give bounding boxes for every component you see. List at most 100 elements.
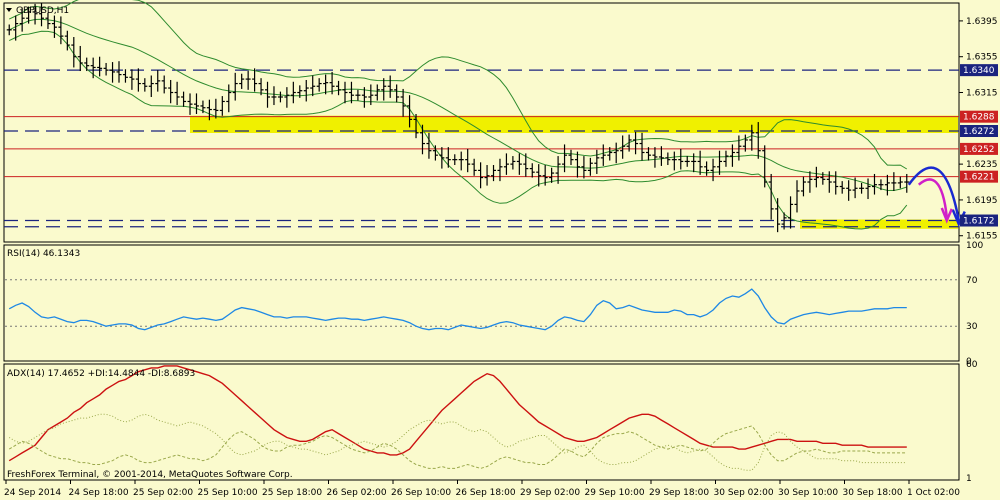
ohlc-bar [219, 96, 225, 116]
ohlc-bar [277, 91, 283, 103]
ohlc-bar [19, 7, 25, 32]
price-label-badge [960, 110, 998, 123]
ohlc-bar [187, 93, 193, 115]
ohlc-bar [736, 135, 742, 161]
ohlc-bar [800, 176, 806, 197]
ohlc-bar [833, 171, 839, 195]
price-label-text: 1.6272 [963, 127, 995, 137]
ohlc-bar [97, 56, 103, 77]
ohlc-bar [77, 45, 83, 72]
ohlc-bar [51, 15, 57, 38]
ohlc-bar [290, 81, 296, 104]
ohlc-bar [529, 163, 535, 178]
ohlc-bar [394, 84, 400, 103]
ohlc-bar [587, 157, 593, 176]
ohlc-bar [639, 132, 645, 161]
time-tick-label: 24 Sep 18:00 [69, 488, 129, 498]
ohlc-bar [555, 156, 561, 184]
ohlc-bar [813, 166, 819, 188]
ohlc-bar [510, 156, 516, 170]
ohlc-bar [355, 89, 361, 101]
ohlc-bar [581, 156, 587, 179]
ohlc-bar [549, 167, 555, 183]
ohlc-bar [568, 149, 574, 166]
adx-series-adx [8, 365, 907, 462]
ohlc-bar [503, 153, 509, 175]
price-axis: 1.6395 1.6355 1.6315 1.6235 1.6195 1.6155 1.63… [959, 17, 998, 484]
ohlc-bar [252, 68, 258, 92]
price-label-text: 1.6172 [963, 217, 995, 227]
ohlc-bar [826, 171, 832, 193]
ohlc-bar [84, 57, 90, 72]
ohlc-bar [807, 171, 813, 193]
ohlc-bar [542, 165, 548, 186]
ohlc-bar [90, 57, 96, 79]
projection-arrow-blue [907, 166, 961, 221]
ohlc-bar [658, 146, 664, 166]
price-tick-label: 1.6155 [966, 232, 998, 242]
ohlc-bar [168, 79, 174, 104]
ohlc-bar [374, 84, 380, 101]
ohlc-bar [626, 134, 632, 152]
ohlc-bar [820, 172, 826, 185]
ohlc-bar [348, 81, 354, 104]
adx-tick-label: 1 [966, 474, 972, 484]
ohlc-bar [613, 142, 619, 164]
ohlc-bar [323, 74, 329, 95]
ohlc-bar [232, 72, 238, 101]
ohlc-bar [155, 70, 161, 92]
time-tick-label: 30 Sep 10:00 [778, 488, 838, 498]
ohlc-bar [859, 182, 865, 194]
price-tick-label: 1.6315 [966, 89, 998, 99]
ohlc-bar [768, 173, 774, 220]
price-tick-label: 1.6395 [966, 17, 998, 27]
rsi-tick-label: 100 [966, 241, 983, 251]
rsi-title: RSI(14) 46.1343 [7, 249, 80, 259]
time-tick-label: 26 Sep 10:00 [391, 488, 451, 498]
ohlc-bar [717, 150, 723, 175]
ohlc-bar [13, 15, 19, 41]
ohlc-bar [704, 161, 710, 176]
ohlc-bar [645, 147, 651, 161]
ohlc-bar [413, 113, 419, 139]
ohlc-bar [58, 16, 64, 45]
time-tick-label: 29 Sep 02:00 [520, 488, 580, 498]
adx-title: ADX(14) 17.4652 +DI:14.4844 -DI:8.6893 [7, 369, 195, 379]
ohlc-bar [633, 131, 639, 155]
adx-tick-label: 60 [966, 360, 978, 370]
ohlc-bar [775, 198, 781, 233]
copyright-text: FreshForex Terminal, © 2001-2014, MetaQu… [7, 470, 293, 480]
ohlc-bar [749, 124, 755, 151]
ohlc-bar [284, 87, 290, 108]
price-panel-frame [3, 2, 960, 243]
time-tick-label: 1 Oct 02:00 [907, 488, 960, 498]
ohlc-bar [381, 78, 387, 101]
ohlc-bar [465, 148, 471, 173]
ohlc-bar [161, 75, 167, 94]
rsi-panel-frame [3, 244, 960, 362]
ohlc-bar [484, 165, 490, 186]
bollinger-middle [8, 18, 907, 192]
rsi-plot [5, 279, 958, 331]
ohlc-bar [652, 147, 658, 168]
adx-series-di-1 [8, 425, 907, 469]
ohlc-bar [71, 37, 77, 68]
ohlc-bar [665, 152, 671, 166]
ohlc-bar [368, 84, 374, 106]
ohlc-bar [316, 78, 322, 92]
ohlc-bar [445, 147, 451, 168]
time-tick-label: 30 Sep 18:00 [843, 488, 903, 498]
ohlc-bar [342, 81, 348, 104]
ohlc-bar [426, 132, 432, 159]
price-tick-label: 1.6355 [966, 53, 998, 63]
price-label-text: 1.6288 [963, 113, 995, 123]
ohlc-bar [32, 3, 38, 25]
ohlc-bar [142, 78, 148, 92]
caret-down-icon[interactable] [6, 8, 12, 12]
highlight-band-1 [800, 219, 958, 229]
ohlc-bar [710, 158, 716, 182]
ohlc-bar [723, 150, 729, 167]
ohlc-bar [620, 135, 626, 159]
ohlc-bar [407, 95, 413, 128]
